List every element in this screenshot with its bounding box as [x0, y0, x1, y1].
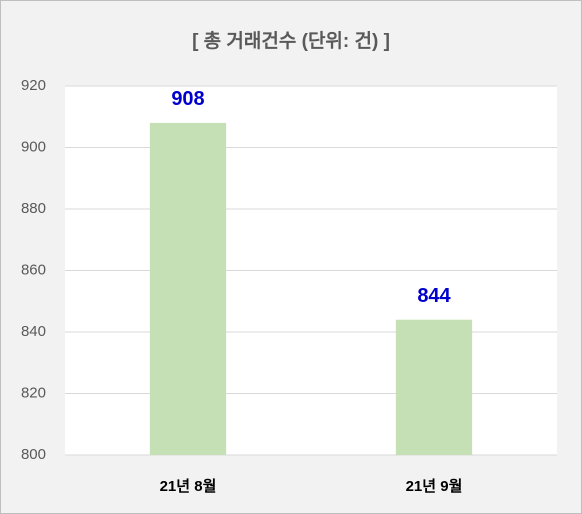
y-tick-label: 840	[21, 323, 46, 340]
bar	[395, 319, 473, 455]
y-tick-label: 920	[21, 77, 46, 94]
data-label: 844	[417, 285, 451, 307]
data-label: 908	[171, 88, 204, 110]
y-tick-label: 800	[21, 446, 46, 463]
x-tick-label: 21년 8월	[160, 478, 217, 495]
y-tick-label: 900	[21, 138, 46, 155]
chart-title: [ 총 거래건수 (단위: 건) ]	[192, 30, 390, 52]
x-tick-label: 21년 9월	[406, 478, 463, 495]
y-tick-label: 880	[21, 200, 46, 217]
bar	[149, 122, 227, 456]
y-tick-label: 820	[21, 384, 46, 401]
y-tick-label: 860	[21, 261, 46, 278]
